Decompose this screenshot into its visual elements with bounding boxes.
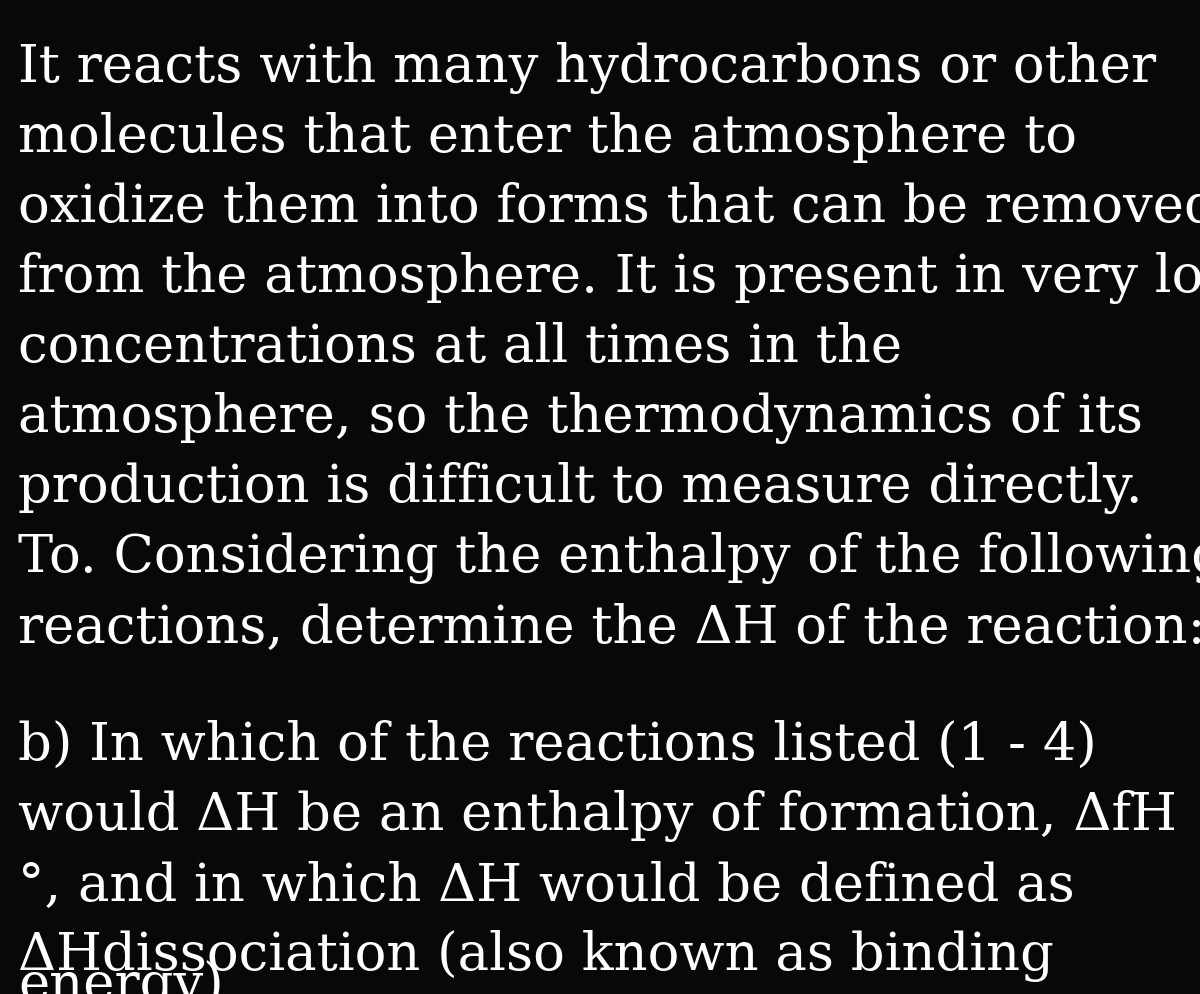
Text: To. Considering the enthalpy of the following: To. Considering the enthalpy of the foll…: [18, 532, 1200, 583]
Text: oxidize them into forms that can be removed: oxidize them into forms that can be remo…: [18, 182, 1200, 233]
Text: concentrations at all times in the: concentrations at all times in the: [18, 322, 902, 373]
Text: energy): energy): [18, 959, 223, 994]
Text: from the atmosphere. It is present in very low: from the atmosphere. It is present in ve…: [18, 251, 1200, 304]
Text: ΔHdissociation (also known as binding: ΔHdissociation (also known as binding: [18, 929, 1054, 981]
Text: atmosphere, so the thermodynamics of its: atmosphere, so the thermodynamics of its: [18, 392, 1142, 443]
Text: production is difficult to measure directly.: production is difficult to measure direc…: [18, 461, 1142, 514]
Text: molecules that enter the atmosphere to: molecules that enter the atmosphere to: [18, 112, 1078, 163]
Text: b) In which of the reactions listed (1 - 4): b) In which of the reactions listed (1 -…: [18, 720, 1097, 770]
Text: reactions, determine the ΔH of the reaction:: reactions, determine the ΔH of the react…: [18, 601, 1200, 652]
Text: would ΔH be an enthalpy of formation, ΔfH: would ΔH be an enthalpy of formation, Δf…: [18, 789, 1177, 841]
Text: It reacts with many hydrocarbons or other: It reacts with many hydrocarbons or othe…: [18, 42, 1156, 93]
Text: °, and in which ΔH would be defined as: °, and in which ΔH would be defined as: [18, 859, 1075, 911]
